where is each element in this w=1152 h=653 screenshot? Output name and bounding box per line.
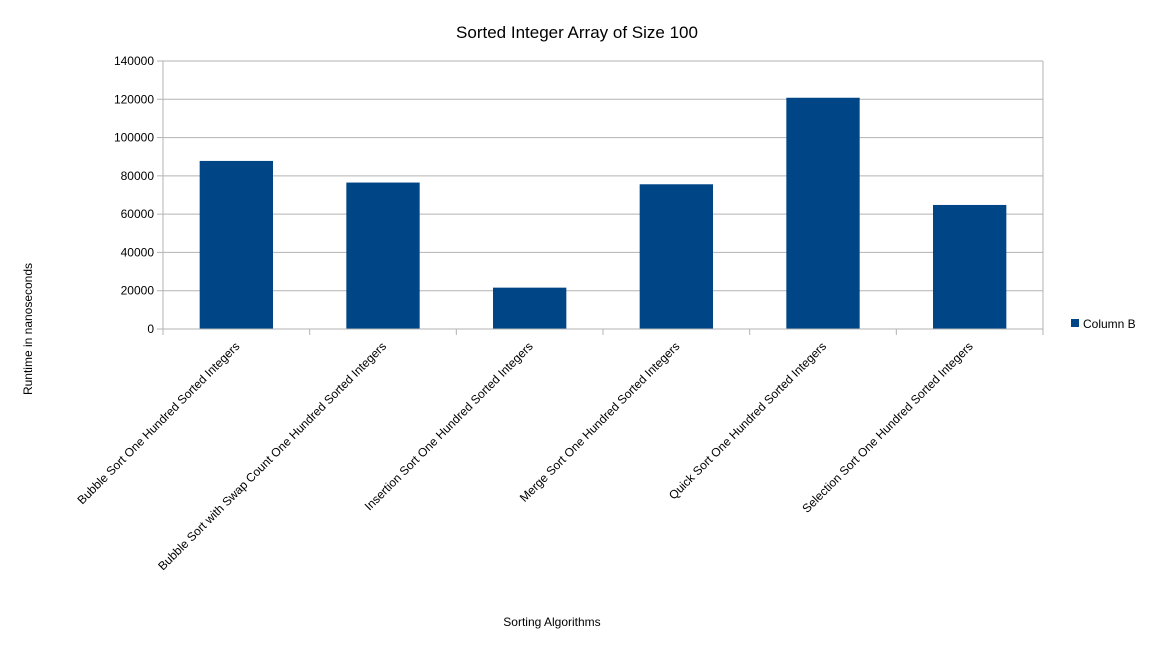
y-tick-label: 20000 [121,284,155,298]
chart-title: Sorted Integer Array of Size 100 [456,23,698,42]
x-tick-label: Selection Sort One Hundred Sorted Intege… [799,339,975,515]
bar [346,182,420,329]
legend-label: Column B [1083,317,1136,331]
legend: Column B [1071,317,1136,331]
x-tick-labels: Bubble Sort One Hundred Sorted IntegersB… [75,339,976,573]
grid-lines [163,60,1043,330]
y-tick-label: 120000 [114,92,154,106]
y-tick-label: 80000 [121,169,155,183]
y-tick-label: 0 [147,322,154,336]
bar [493,287,567,329]
bar [199,160,273,329]
axes [157,60,1044,335]
x-tick-label: Bubble Sort One Hundred Sorted Integers [75,339,243,507]
x-tick-label: Merge Sort One Hundred Sorted Integers [517,339,683,505]
x-axis-title: Sorting Algorithms [503,615,600,629]
x-tick-label: Bubble Sort with Swap Count One Hundred … [155,339,389,573]
y-tick-labels: 0 20000 40000 60000 80000 100000 120000 140000 [114,54,154,336]
y-tick-label: 140000 [114,54,154,68]
x-tick-label: Quick Sort One Hundred Sorted Integers [666,339,829,502]
y-tick-label: 40000 [121,245,155,259]
legend-swatch [1071,319,1079,327]
bar [639,184,713,329]
y-tick-label: 100000 [114,131,154,145]
bars [199,97,1007,329]
y-axis-title: Runtime in nanoseconds [21,263,35,395]
bar [786,97,860,329]
bar [933,204,1007,329]
x-tick-label: Insertion Sort One Hundred Sorted Intege… [362,339,536,513]
y-tick-label: 60000 [121,207,155,221]
